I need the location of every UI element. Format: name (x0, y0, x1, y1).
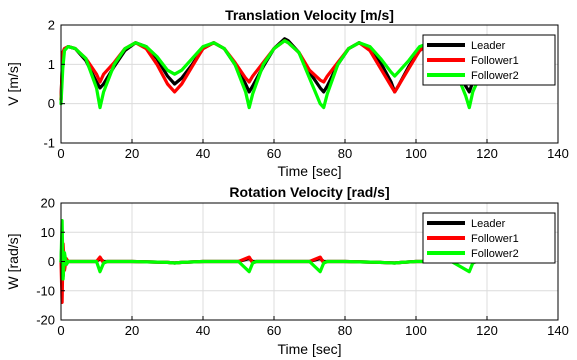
chart2-xtick-label: 80 (338, 323, 352, 338)
chart1-xtick-label: 140 (547, 146, 569, 161)
chart1-ytick-label: 2 (48, 18, 55, 33)
chart2-ylabel: W [rad/s] (5, 233, 21, 289)
chart2-xtick-label: 20 (125, 323, 139, 338)
chart1-legend-label-follower2: Follower2 (471, 70, 519, 82)
chart1-xtick-label: 120 (476, 146, 498, 161)
chart2-legend-label-follower2: Follower2 (471, 248, 519, 260)
chart1-title: Translation Velocity [m/s] (225, 7, 394, 23)
chart1-ylabel: V [m/s] (5, 62, 21, 106)
chart1-legend-label-follower1: Follower1 (471, 55, 519, 67)
chart1-xtick-label: 60 (267, 146, 281, 161)
chart2-ytick-label: 20 (41, 196, 55, 211)
chart1-ytick-label: 1 (48, 57, 55, 72)
chart2-xtick-label: 60 (267, 323, 281, 338)
chart2-xlabel: Time [sec] (277, 341, 341, 357)
chart2-legend-label-follower1: Follower1 (471, 233, 519, 245)
chart2-xtick-label: 100 (405, 323, 427, 338)
chart2-ytick-label: 0 (48, 254, 55, 269)
chart2-legend-label-leader: Leader (471, 218, 506, 230)
chart2-xtick-label: 0 (57, 323, 64, 338)
chart1-legend-label-leader: Leader (471, 40, 506, 52)
chart2-xtick-label: 40 (196, 323, 210, 338)
chart1-xtick-label: 100 (405, 146, 427, 161)
chart1-xtick-label: 20 (125, 146, 139, 161)
chart1-xlabel: Time [sec] (277, 163, 341, 179)
chart2-xtick-label: 120 (476, 323, 498, 338)
chart1-ytick-label: 0 (48, 96, 55, 111)
chart1-xtick-label: 80 (338, 146, 352, 161)
chart1-xtick-label: 0 (57, 146, 64, 161)
chart2-title: Rotation Velocity [rad/s] (229, 184, 389, 200)
chart2-xtick-label: 140 (547, 323, 569, 338)
chart1-xtick-label: 40 (196, 146, 210, 161)
chart2-ytick-label: -10 (36, 283, 55, 298)
chart2-ytick-label: -20 (36, 313, 55, 328)
chart2-ytick-label: 10 (41, 225, 55, 240)
chart1-ytick-label: -1 (43, 136, 55, 151)
